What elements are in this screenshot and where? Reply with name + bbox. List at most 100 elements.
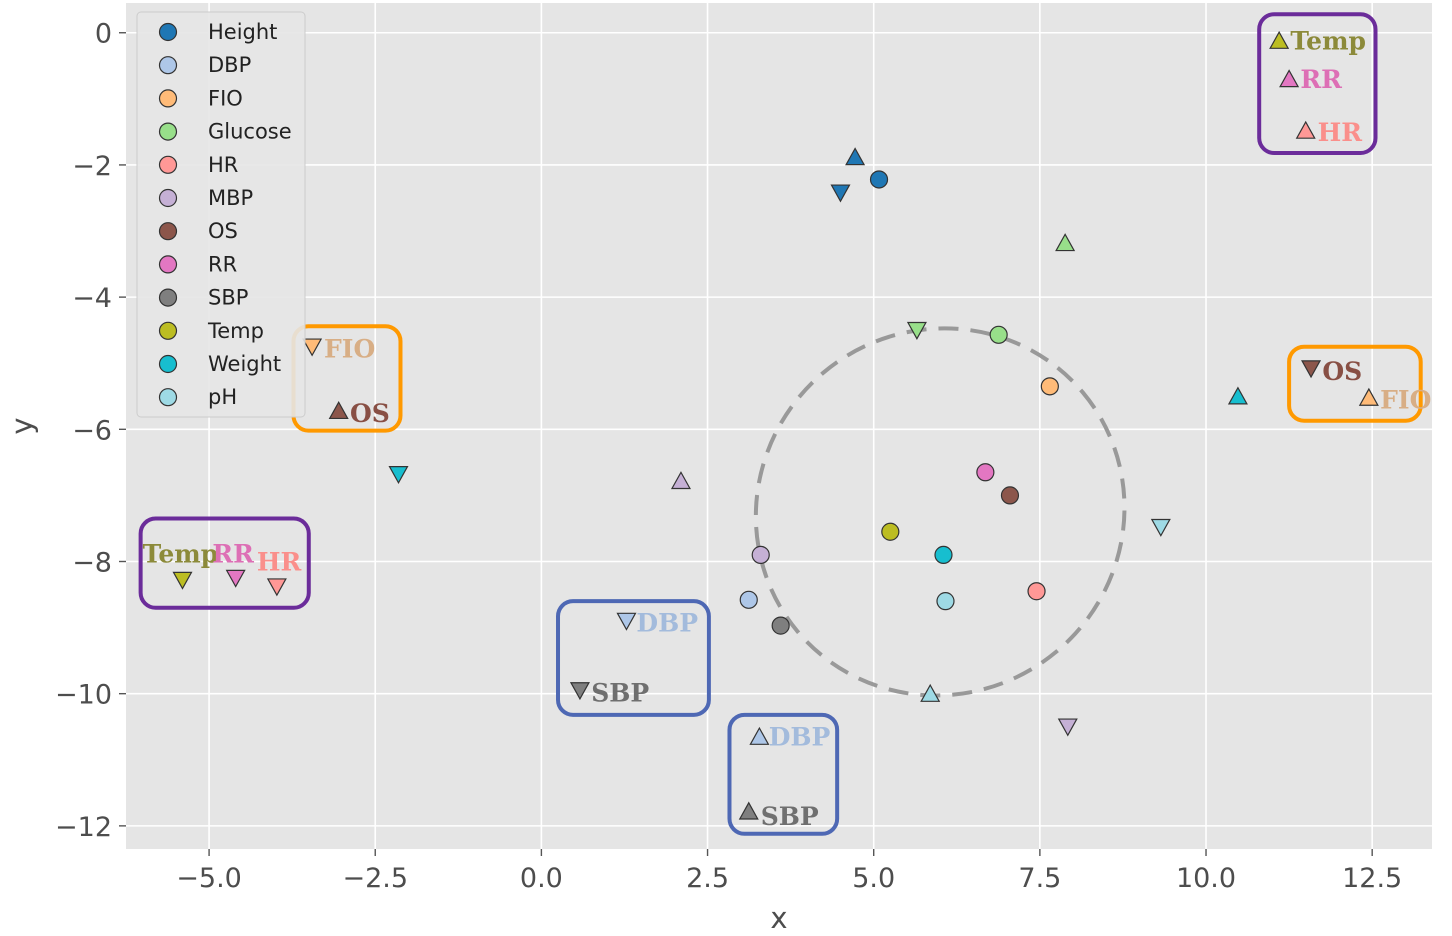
- y-tick-label: −6: [72, 415, 112, 446]
- point-triangle-down-dbp: [616, 612, 637, 631]
- point-triangle-up-dbp: [749, 726, 770, 745]
- point-triangle-down-weight: [388, 465, 409, 485]
- point-triangle-up-ph: [920, 683, 941, 702]
- point-triangle-down-glucose: [906, 321, 927, 340]
- point-triangle-up-temp: [1269, 30, 1290, 49]
- legend: Height DBP FIO Glucose HR MBP OS RR SBP Temp Weigh…: [136, 11, 306, 418]
- y-axis-ticks: 0 −2 −4 −6 −8 −10 −12: [55, 19, 126, 843]
- annotation-label: OS: [1322, 357, 1362, 386]
- data-points: [172, 30, 1379, 820]
- legend-label: SBP: [208, 286, 248, 310]
- point-circle-fio: [1040, 377, 1059, 396]
- y-tick-label: −2: [72, 151, 112, 182]
- point-triangle-up-hr: [1295, 120, 1316, 139]
- y-tick-label: −8: [72, 547, 112, 578]
- legend-frame: [136, 11, 306, 418]
- highlight-box: [1257, 12, 1378, 156]
- point-triangle-down-hr: [266, 578, 287, 597]
- point-triangle-down-temp: [172, 571, 193, 590]
- annotation-label: SBP: [761, 802, 819, 831]
- highlight-box: [1287, 344, 1423, 423]
- annotation-label: Temp: [1290, 27, 1366, 56]
- legend-marker-rr: [158, 255, 178, 274]
- legend-marker-height: [158, 22, 178, 42]
- annotation-label: FIO: [1380, 386, 1431, 415]
- x-axis-label: x: [770, 901, 787, 935]
- plot-background: [126, 3, 1432, 849]
- point-circle-glucose: [989, 325, 1008, 344]
- legend-label: DBP: [208, 53, 251, 77]
- point-circle-sbp: [771, 616, 790, 635]
- point-triangle-up-glucose: [1055, 233, 1076, 252]
- point-circle-os: [1000, 486, 1020, 505]
- legend-label: pH: [208, 385, 237, 409]
- y-axis-label: y: [5, 417, 39, 434]
- legend-marker-weight: [158, 354, 178, 374]
- annotation-label: DBP: [769, 723, 831, 752]
- point-triangle-down-sbp: [569, 682, 590, 701]
- cluster-ellipse: [753, 326, 1127, 698]
- x-tick-label: 10.0: [1176, 863, 1236, 894]
- legend-label: OS: [208, 219, 238, 243]
- x-tick-label: −2.5: [342, 863, 408, 894]
- point-triangle-up-sbp: [738, 801, 759, 820]
- point-triangle-up-height: [845, 147, 866, 166]
- legend-marker-ph: [158, 388, 178, 407]
- legend-marker-os: [158, 222, 178, 241]
- x-tick-label: 12.5: [1342, 863, 1402, 894]
- x-axis-ticks: −5.0 −2.5 0.0 2.5 5.0 7.5 10.0 12.5: [176, 849, 1402, 894]
- annotation-label: RR: [212, 540, 254, 569]
- point-triangle-up-mbp: [670, 471, 691, 490]
- annotation-label: HR: [257, 547, 302, 576]
- point-triangle-up-rr: [1279, 69, 1300, 88]
- point-triangle-down-os: [1301, 360, 1322, 379]
- annotation-label: OS: [350, 399, 390, 428]
- highlight-box: [138, 516, 311, 610]
- point-triangle-down-fio: [302, 338, 323, 357]
- legend-label: MBP: [208, 186, 253, 210]
- legend-marker-dbp: [158, 56, 178, 75]
- legend-marker-glucose: [158, 122, 178, 141]
- point-circle-mbp: [751, 545, 770, 564]
- point-triangle-down-ph: [1150, 518, 1171, 537]
- y-tick-label: −10: [55, 680, 112, 711]
- y-tick-label: −4: [72, 283, 112, 314]
- legend-label: HR: [208, 153, 238, 177]
- legend-label: Glucose: [208, 120, 292, 144]
- legend-label: Height: [208, 20, 277, 44]
- point-triangle-down-rr: [225, 569, 246, 588]
- annotation-label: Temp: [143, 540, 219, 569]
- point-circle-weight: [934, 545, 953, 564]
- highlight-boxes: [138, 12, 1423, 836]
- highlight-box: [556, 599, 711, 717]
- annotation-label: RR: [1300, 65, 1342, 94]
- annotation-label: DBP: [636, 608, 698, 637]
- legend-marker-temp: [158, 321, 178, 340]
- legend-label: Weight: [208, 352, 281, 376]
- point-circle-temp: [881, 522, 900, 541]
- legend-marker-fio: [158, 89, 178, 108]
- annotation-label: FIO: [324, 335, 375, 364]
- x-tick-label: −5.0: [176, 863, 242, 894]
- point-triangle-down-height: [830, 184, 851, 203]
- annotation-label: SBP: [591, 678, 649, 707]
- point-triangle-down-mbp: [1057, 718, 1078, 737]
- legend-label: Temp: [207, 319, 264, 343]
- point-circle-hr: [1027, 582, 1046, 601]
- legend-marker-mbp: [158, 188, 178, 208]
- x-tick-label: 2.5: [686, 863, 729, 894]
- point-triangle-up-os: [328, 401, 349, 420]
- y-tick-label: −12: [55, 812, 112, 843]
- cluster-ellipse-group: [753, 326, 1127, 698]
- point-circle-height: [869, 170, 889, 189]
- x-tick-label: 7.5: [1018, 863, 1061, 894]
- legend-label: RR: [208, 252, 237, 276]
- point-triangle-up-weight: [1227, 386, 1248, 405]
- legend-marker-sbp: [158, 288, 178, 307]
- point-triangle-up-fio: [1358, 387, 1379, 406]
- highlight-box: [727, 712, 840, 836]
- x-tick-label: 5.0: [852, 863, 895, 894]
- annotation-label: HR: [1318, 118, 1363, 147]
